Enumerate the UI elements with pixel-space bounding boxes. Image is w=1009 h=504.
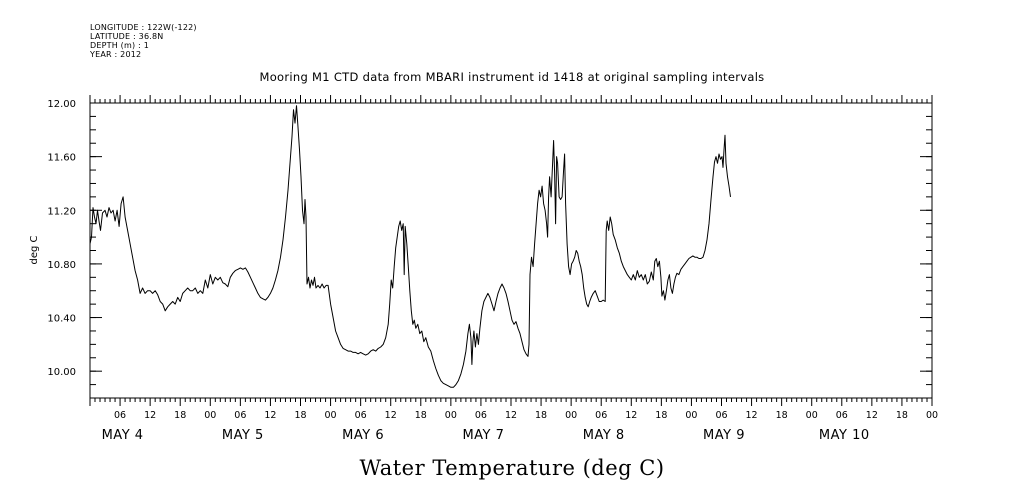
x-day-label: MAY 8 — [583, 428, 625, 443]
chart-title: Mooring M1 CTD data from MBARI instrumen… — [260, 70, 765, 84]
latitude-label: LATITUDE : 36.8N — [90, 32, 164, 41]
x-hour-label: 12 — [385, 410, 397, 421]
longitude-label: LONGITUDE : 122W(-122) — [90, 23, 197, 32]
y-tick-label: 10.40 — [47, 314, 76, 325]
x-hour-label: 00 — [806, 410, 818, 421]
y-tick-label: 10.80 — [47, 260, 76, 271]
x-hour-label: 18 — [415, 410, 427, 421]
x-hour-label: 18 — [294, 410, 306, 421]
x-hour-label: 18 — [896, 410, 908, 421]
x-hour-label: 12 — [264, 410, 276, 421]
x-hour-label: 00 — [445, 410, 457, 421]
y-axis-ticks: 12.00 11.60 11.20 10.80 10.40 10.00 — [47, 99, 932, 399]
x-day-label: MAY 5 — [222, 428, 264, 443]
depth-label: DEPTH (m) : 1 — [90, 41, 149, 50]
x-axis-day-labels: MAY 4 MAY 5 MAY 6 MAY 7 MAY 8 MAY 9 MAY 10 — [102, 428, 870, 443]
x-hour-label: 00 — [685, 410, 697, 421]
y-tick-label: 11.60 — [47, 153, 76, 164]
x-hour-label: 00 — [204, 410, 216, 421]
plot-frame — [89, 102, 933, 399]
y-axis-label: deg C — [29, 235, 40, 264]
x-hour-label: 06 — [355, 410, 367, 421]
x-hour-label: 06 — [114, 410, 126, 421]
x-hour-label: 12 — [625, 410, 637, 421]
x-hour-label: 00 — [325, 410, 337, 421]
x-hour-label: 06 — [475, 410, 487, 421]
x-day-label: MAY 10 — [819, 428, 870, 443]
x-hour-label: 12 — [746, 410, 758, 421]
y-tick-label: 12.00 — [47, 99, 76, 110]
year-label: YEAR : 2012 — [90, 50, 142, 59]
x-hour-label: 12 — [144, 410, 156, 421]
x-day-label: MAY 7 — [462, 428, 504, 443]
x-hour-label: 18 — [535, 410, 547, 421]
x-day-label: MAY 6 — [342, 428, 384, 443]
x-axis-label: Water Temperature (deg C) — [359, 456, 664, 480]
series-layer — [89, 105, 731, 388]
x-hour-label: 00 — [926, 410, 938, 421]
x-hour-label: 18 — [776, 410, 788, 421]
x-hour-label: 18 — [655, 410, 667, 421]
x-hour-label: 06 — [595, 410, 607, 421]
x-axis-ticks: 06 12 18 00 06 12 18 00 06 12 18 00 06 12 18 00 06 12 18 00… — [89, 95, 938, 421]
x-hour-label: 00 — [565, 410, 577, 421]
series-line-water-temperature — [89, 105, 731, 388]
x-hour-label: 06 — [715, 410, 727, 421]
x-day-label: MAY 4 — [102, 428, 144, 443]
x-hour-label: 06 — [234, 410, 246, 421]
y-tick-label: 10.00 — [47, 367, 76, 378]
x-hour-label: 12 — [505, 410, 517, 421]
x-hour-label: 18 — [174, 410, 186, 421]
y-tick-label: 11.20 — [47, 206, 76, 217]
x-day-label: MAY 9 — [703, 428, 745, 443]
x-hour-label: 06 — [836, 410, 848, 421]
x-hour-label: 12 — [866, 410, 878, 421]
